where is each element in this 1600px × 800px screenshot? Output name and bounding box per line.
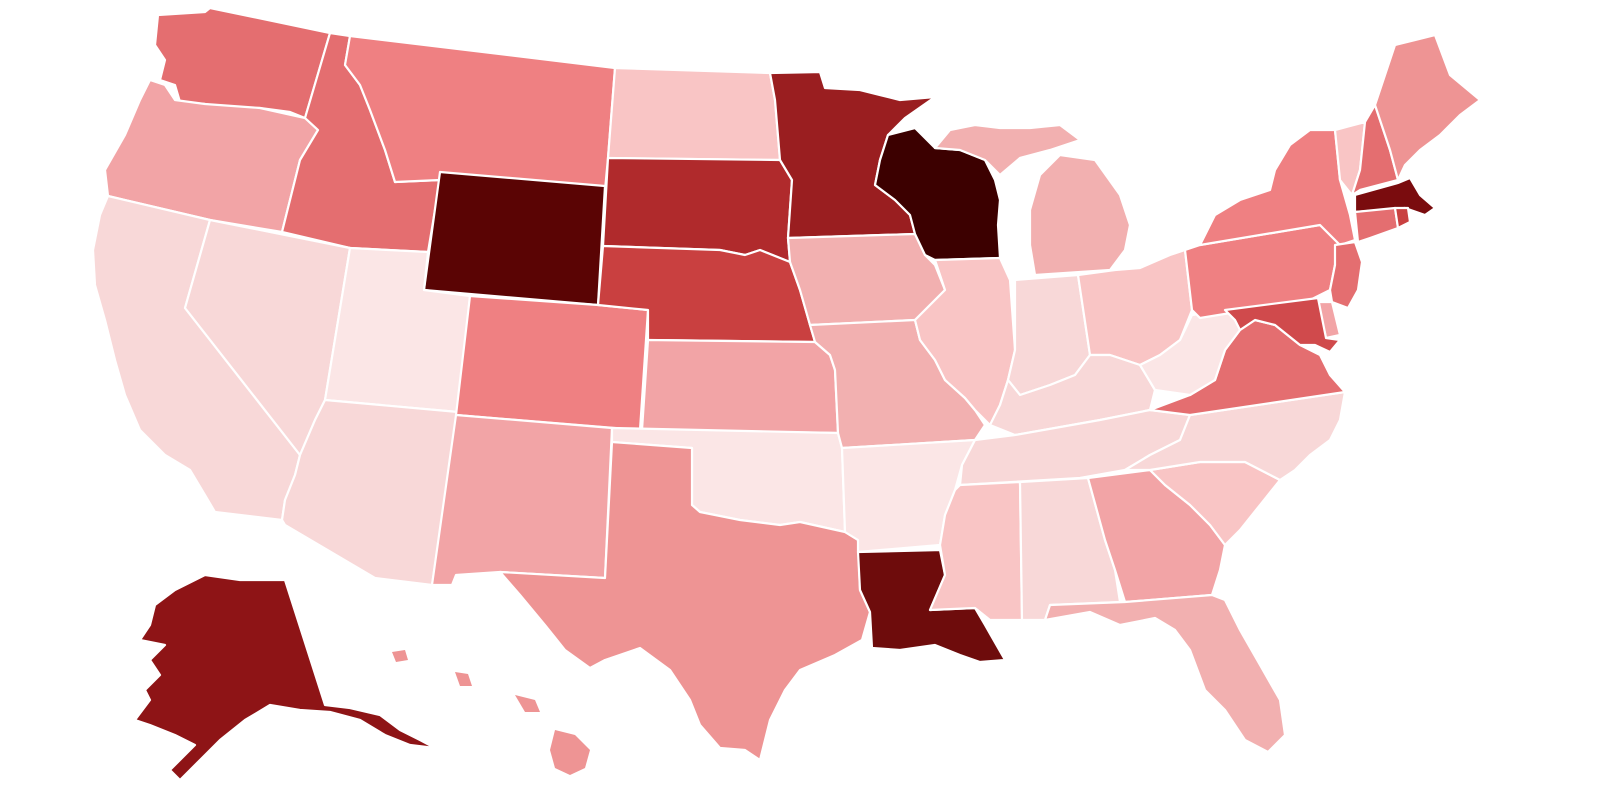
state-maine[interactable] — [1373, 33, 1482, 182]
state-alaska[interactable] — [133, 573, 437, 782]
state-michigan[interactable] — [1028, 153, 1132, 277]
state-rhode-island[interactable] — [1393, 206, 1412, 230]
state-texas[interactable] — [498, 440, 872, 762]
state-connecticut[interactable] — [1353, 206, 1400, 244]
state-wyoming[interactable] — [422, 170, 607, 307]
state-new-york[interactable] — [1198, 128, 1357, 247]
state-new-jersey[interactable] — [1328, 240, 1364, 310]
state-colorado[interactable] — [454, 294, 650, 432]
state-hawaii-oahu[interactable] — [455, 672, 472, 686]
state-new-mexico[interactable] — [430, 413, 614, 587]
state-florida[interactable] — [1043, 593, 1287, 754]
state-hawaii-maui[interactable] — [515, 695, 540, 712]
state-hawaii-big-island[interactable] — [550, 730, 590, 775]
state-north-carolina[interactable] — [1123, 390, 1347, 482]
state-north-dakota[interactable] — [606, 66, 782, 162]
state-michigan-upper[interactable] — [933, 123, 1082, 177]
state-hawaii-kauai[interactable] — [392, 650, 408, 662]
state-maryland[interactable] — [1223, 296, 1342, 354]
state-kansas[interactable] — [640, 338, 840, 435]
state-illinois[interactable] — [913, 256, 1017, 427]
